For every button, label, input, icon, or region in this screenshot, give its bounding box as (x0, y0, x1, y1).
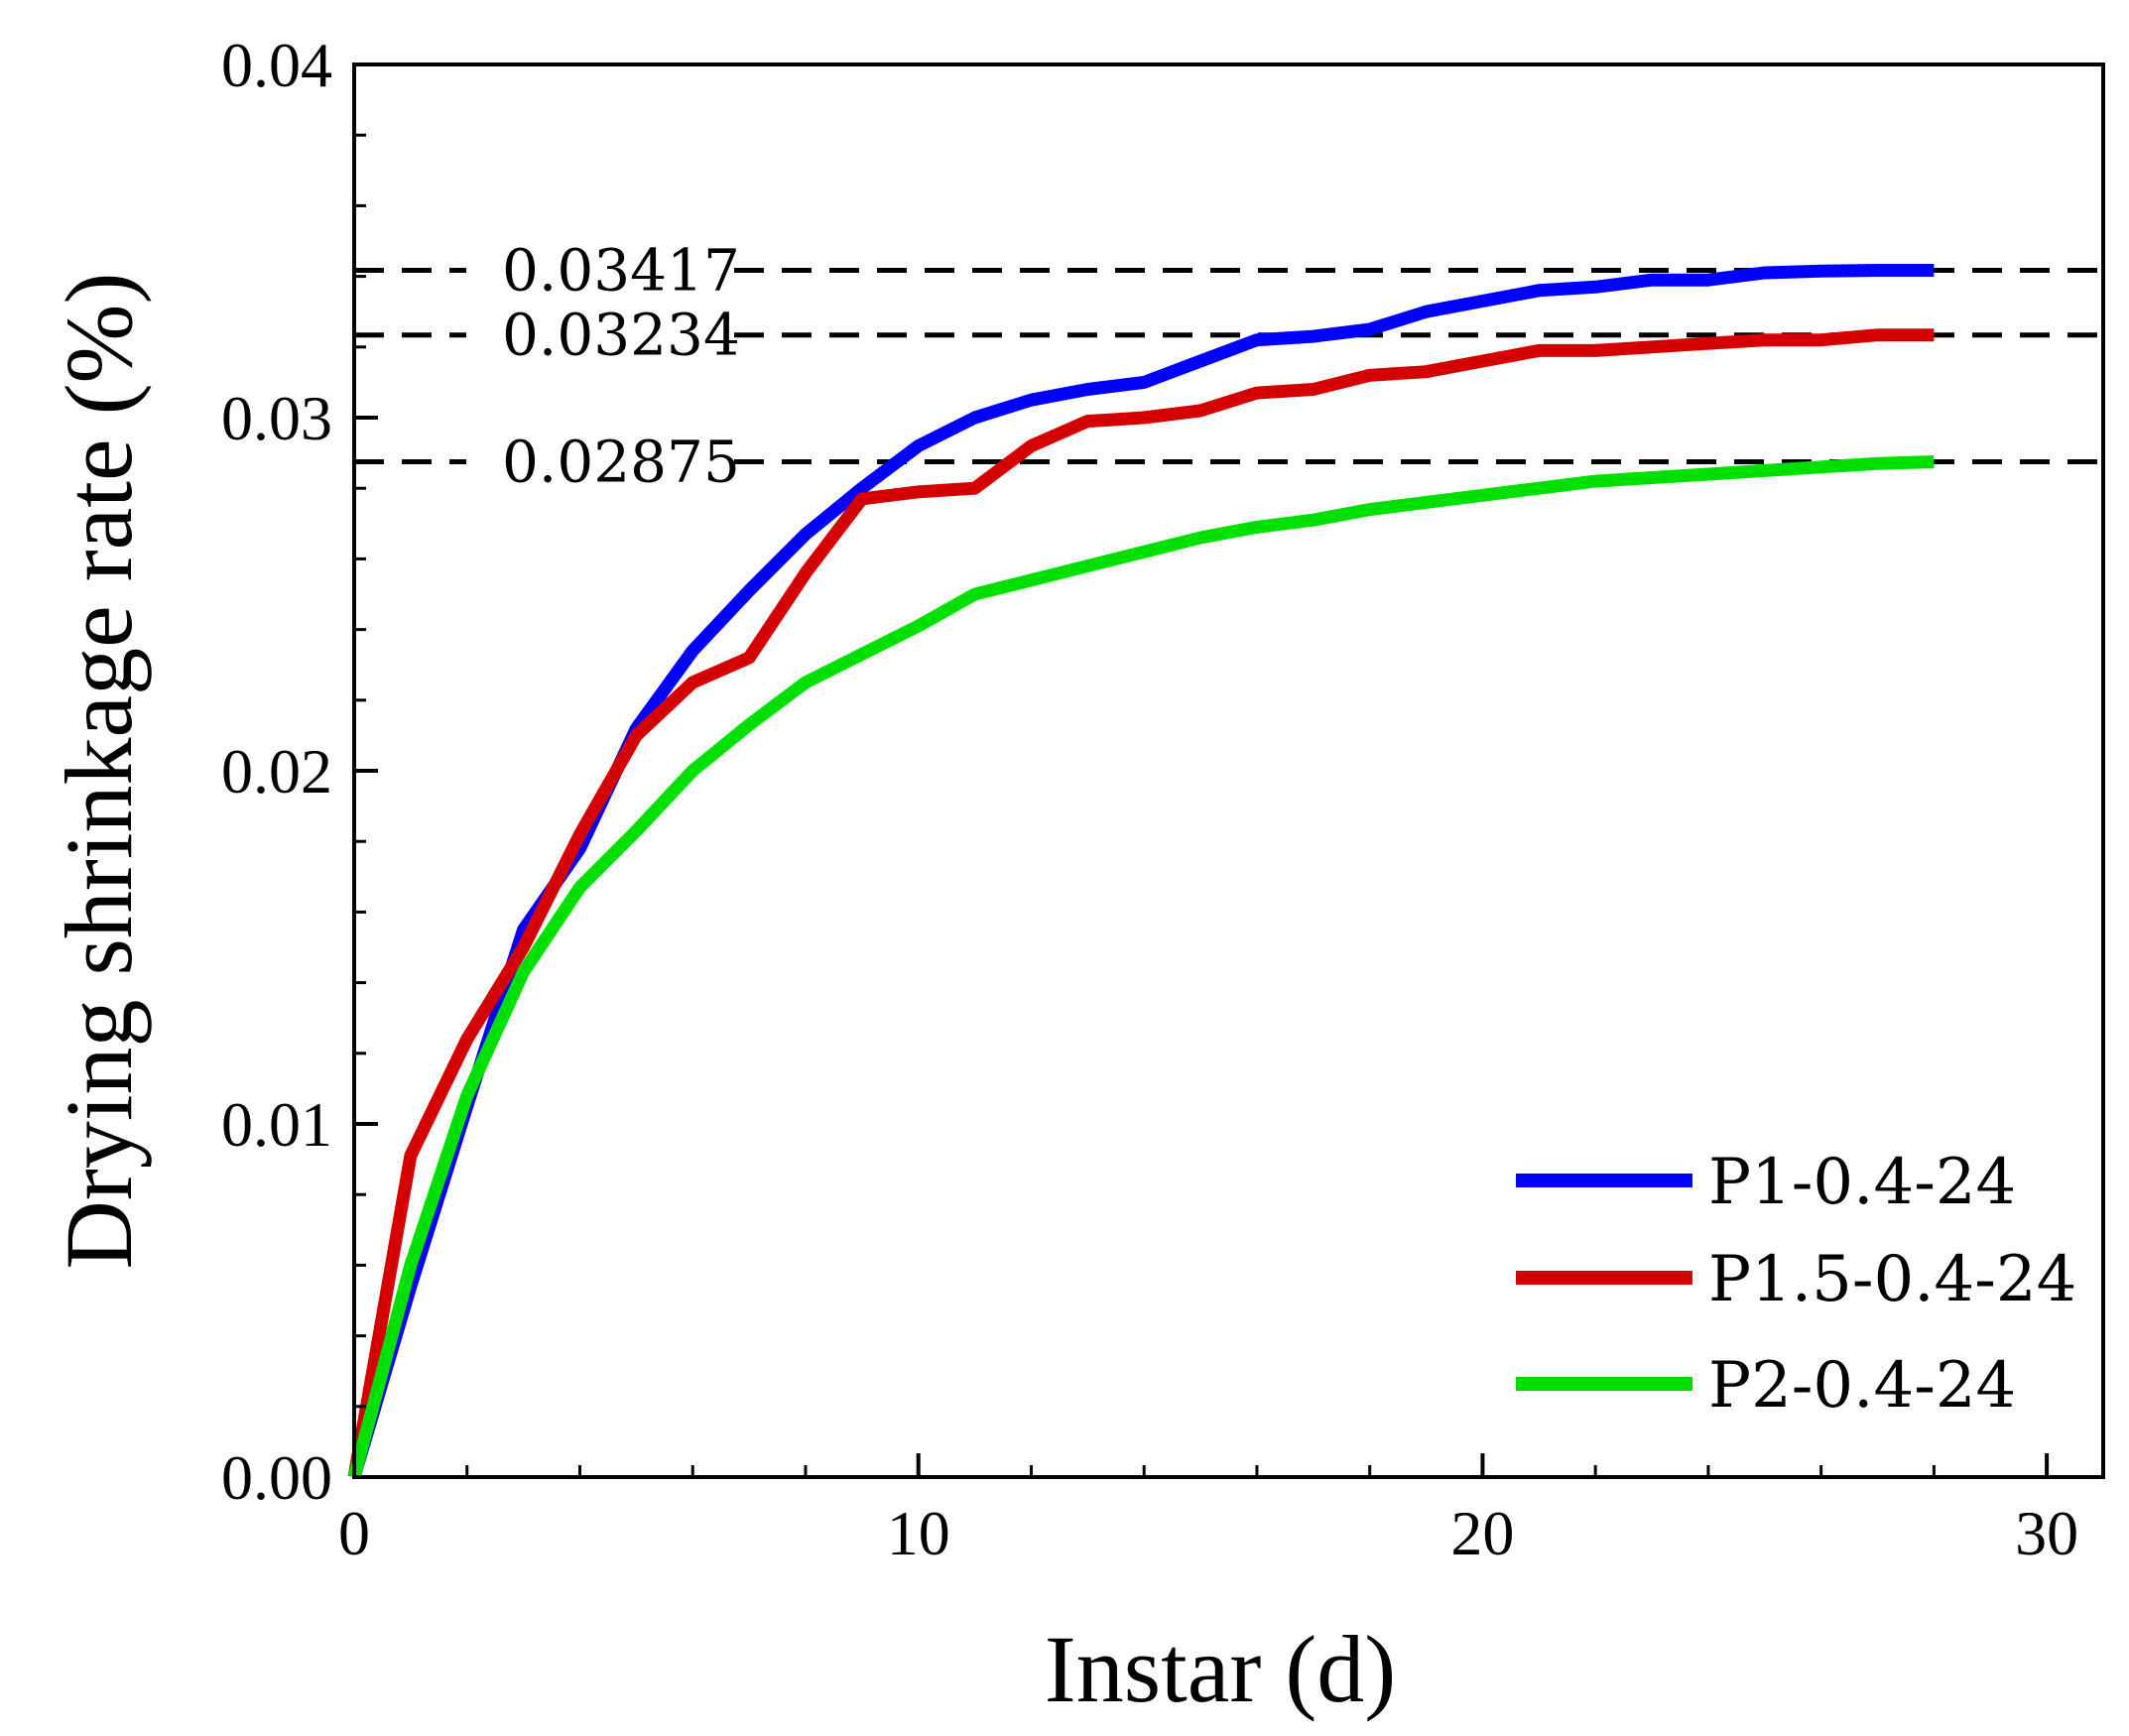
y-tick-label: 0.03 (221, 383, 332, 453)
y-tick-label: 0.00 (221, 1442, 332, 1513)
series-line-3 (347, 455, 1935, 1479)
axis-ticks: 0 10 20 30 0.00 0.01 0.02 0.03 0.04 (221, 30, 2078, 1568)
y-tick-label: 0.01 (221, 1089, 332, 1160)
reference-line-label: 0.02875 (502, 429, 740, 496)
series-line-2 (347, 328, 1935, 1479)
x-tick-label: 20 (1450, 1498, 1514, 1568)
x-tick-label: 0 (338, 1498, 370, 1568)
legend-label-1: P1-0.4-24 (1708, 1146, 2016, 1219)
reference-line-label: 0.03417 (502, 237, 740, 305)
y-tick-label: 0.02 (221, 736, 332, 806)
y-axis-title: Drying shrinkage rate (%) (46, 273, 152, 1270)
legend-label-2: P1.5-0.4-24 (1708, 1243, 2076, 1316)
y-tick-label: 0.04 (221, 30, 332, 100)
data-series (347, 264, 1935, 1479)
legend-label-3: P2-0.4-24 (1708, 1349, 2016, 1423)
x-tick-label: 10 (887, 1498, 950, 1568)
x-tick-label: 30 (2015, 1498, 2078, 1568)
x-axis-title: Instar (d) (1045, 1616, 1397, 1722)
legend: P1-0.4-24 P1.5-0.4-24 P2-0.4-24 (1516, 1146, 2076, 1423)
reference-line-label: 0.03234 (502, 302, 740, 369)
